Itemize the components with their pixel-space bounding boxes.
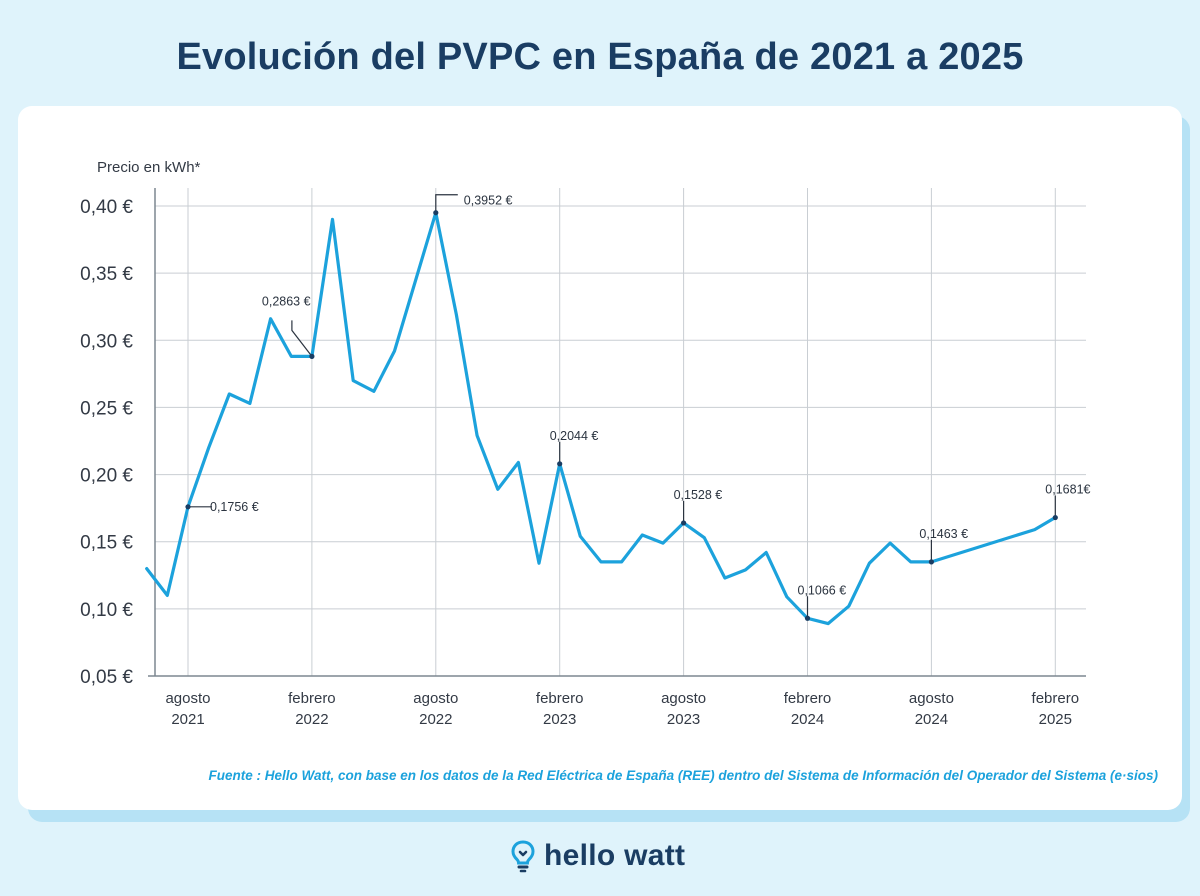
annotation-label: 0,1756 € bbox=[210, 500, 259, 514]
annotation-label: 0,1681€ bbox=[1045, 483, 1090, 497]
y-axis-label: Precio en kWh* bbox=[97, 159, 201, 176]
annotation-point bbox=[681, 520, 687, 526]
brand-name: hello watt bbox=[544, 839, 686, 872]
x-tick-year: 2025 bbox=[1039, 711, 1072, 728]
y-tick-label: 0,35 € bbox=[80, 264, 133, 285]
x-tick-month: febrero bbox=[784, 690, 832, 707]
annotation-label: 0,2863 € bbox=[262, 294, 311, 308]
series-line bbox=[145, 211, 1057, 626]
annotation-label: 0,3952 € bbox=[464, 194, 513, 208]
x-tick-month: febrero bbox=[1032, 690, 1080, 707]
x-tick-year: 2021 bbox=[171, 711, 204, 728]
annotation-point bbox=[309, 353, 315, 359]
annotation-label: 0,2044 € bbox=[550, 429, 599, 443]
y-tick-label: 0,05 € bbox=[80, 667, 133, 688]
x-tick-year: 2024 bbox=[915, 711, 948, 728]
x-tick-month: agosto bbox=[909, 690, 954, 707]
x-tick-month: agosto bbox=[165, 690, 210, 707]
chart-card bbox=[18, 106, 1182, 810]
y-tick-label: 0,30 € bbox=[80, 331, 133, 352]
annotation-leader bbox=[291, 320, 313, 357]
x-tick-month: febrero bbox=[536, 690, 584, 707]
annotation-point bbox=[928, 559, 935, 565]
x-tick-month: agosto bbox=[413, 690, 458, 707]
page-title: Evolución del PVPC en España de 2021 a 2… bbox=[176, 36, 1024, 78]
annotation-leader bbox=[435, 194, 458, 213]
x-tick-year: 2022 bbox=[295, 711, 328, 728]
y-tick-label: 0,25 € bbox=[80, 398, 133, 419]
x-tick-year: 2024 bbox=[791, 711, 824, 728]
x-tick-month: febrero bbox=[288, 690, 336, 707]
annotation-label: 0,1463 € bbox=[919, 527, 968, 541]
x-tick-year: 2023 bbox=[543, 711, 576, 728]
annotation-point bbox=[185, 504, 191, 510]
y-tick-label: 0,10 € bbox=[80, 600, 133, 621]
x-tick-month: agosto bbox=[661, 690, 706, 707]
y-tick-label: 0,15 € bbox=[80, 533, 133, 554]
annotation-point bbox=[804, 615, 811, 621]
y-tick-label: 0,20 € bbox=[80, 466, 133, 487]
x-tick-year: 2022 bbox=[419, 711, 452, 728]
annotation-label: 0,1528 € bbox=[674, 488, 723, 502]
x-tick-year: 2023 bbox=[667, 711, 700, 728]
annotation-point bbox=[557, 461, 563, 467]
brand-logo: hello watt bbox=[510, 836, 685, 876]
annotation-label: 0,1066 € bbox=[798, 583, 847, 597]
annotation-point bbox=[433, 210, 439, 216]
source-note: Fuente : Hello Watt, con base en los dat… bbox=[208, 768, 1158, 783]
annotation-point bbox=[1052, 514, 1058, 521]
y-tick-label: 0,40 € bbox=[80, 197, 133, 218]
lightbulb-icon bbox=[511, 840, 535, 873]
